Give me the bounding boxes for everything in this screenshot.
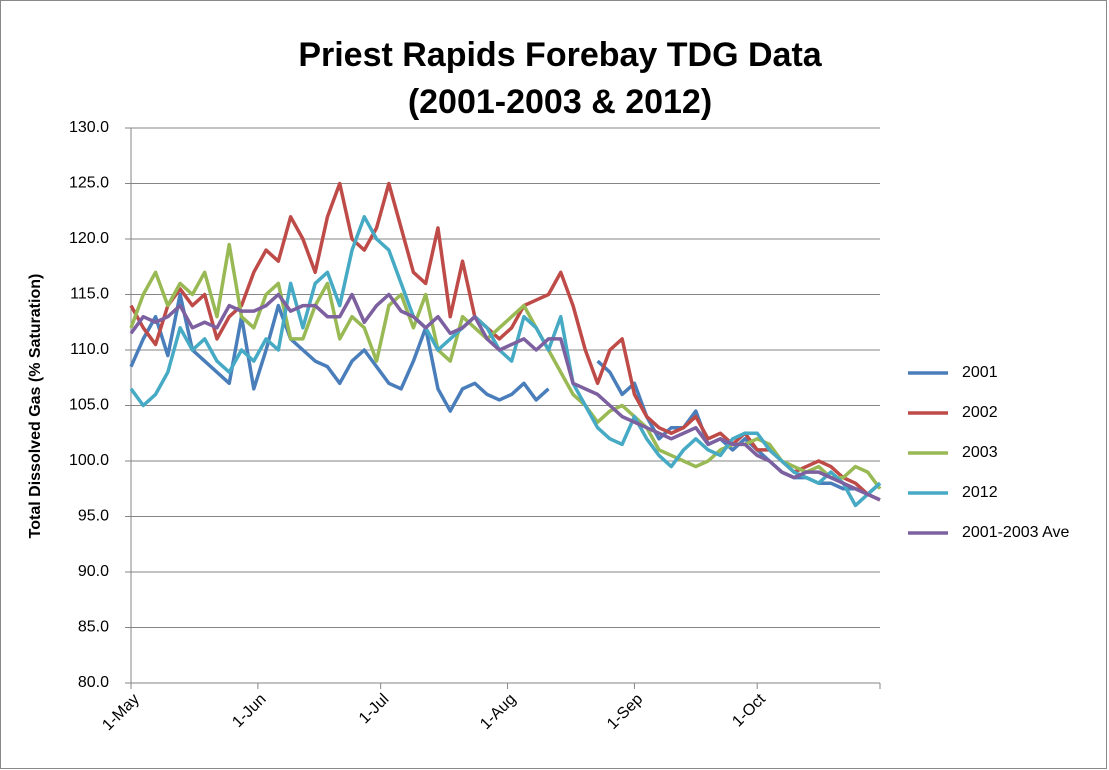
y-tick-label: 105.0 [69,397,109,414]
y-tick-label: 100.0 [69,452,109,469]
y-tick-label: 85.0 [78,619,109,636]
y-tick-label: 125.0 [69,175,109,192]
chart-title: Priest Rapids Forebay TDG Data [298,36,822,74]
series-line [129,181,881,502]
y-tick-label: 90.0 [78,563,109,580]
y-tick-label: 115.0 [70,286,109,303]
legend-label: 2002 [962,404,998,421]
legend-label: 2001-2003 Ave [962,524,1069,541]
legend-label: 2012 [962,484,998,501]
series-line [129,215,882,508]
series-line [129,292,881,502]
y-tick-label: 130.0 [69,119,109,136]
chart-title: (2001-2003 & 2012) [408,83,712,121]
legend-label: 2003 [962,444,998,461]
series-line [129,242,882,490]
y-tick-label: 95.0 [78,508,109,525]
legend-label: 2001 [962,364,998,381]
y-tick-label: 120.0 [69,230,109,247]
y-tick-label: 110.0 [70,341,109,358]
y-tick-label: 80.0 [78,674,109,691]
y-axis-label: Total Dissolved Gas (% Saturation) [27,274,44,539]
